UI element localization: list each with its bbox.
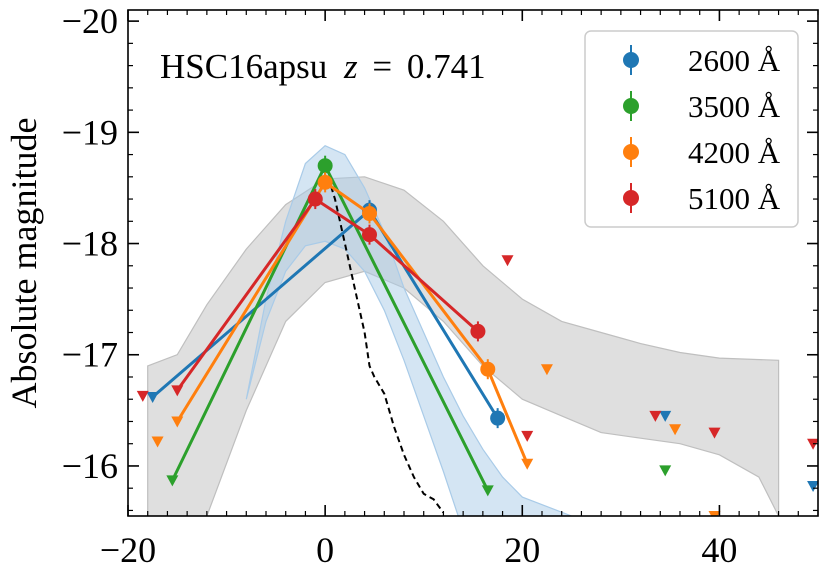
- legend: 2600 Å 3500 Å 4200 Å 5100 Å: [584, 30, 799, 228]
- y-tick-label: −16: [62, 446, 118, 486]
- detection-point: [470, 323, 486, 339]
- legend-entry-2: 3500 Å: [623, 89, 781, 124]
- upper-limit-marker: [708, 427, 721, 439]
- x-tick-label: 20: [504, 530, 540, 570]
- upper-limit-marker: [649, 410, 662, 422]
- series-4: [136, 189, 818, 450]
- legend-marker: [623, 144, 639, 160]
- upper-limit-marker: [171, 416, 184, 428]
- data-series: [136, 155, 818, 516]
- detection-point: [317, 158, 333, 174]
- y-tick-label: −20: [62, 1, 118, 41]
- detection-point: [490, 410, 506, 426]
- plot-frame: [127, 9, 819, 517]
- object-annotation: HSC16apsu z = 0.741: [160, 47, 486, 86]
- equals-sign: =: [372, 47, 392, 86]
- legend-entry-1: 2600 Å: [623, 43, 781, 78]
- x-tick-label: 0: [316, 530, 334, 570]
- object-name: HSC16apsu: [160, 47, 327, 86]
- legend-label: 5100 Å: [688, 181, 781, 216]
- redshift-symbol: z: [343, 47, 358, 86]
- legend-label: 2600 Å: [688, 43, 781, 78]
- y-tick-label: −19: [62, 112, 118, 152]
- upper-limit-marker: [669, 424, 682, 436]
- upper-limit-marker: [659, 410, 672, 422]
- upper-limit-marker: [501, 255, 514, 267]
- detection-point: [307, 191, 323, 207]
- legend-marker: [623, 52, 639, 68]
- legend-entry-3: 4200 Å: [623, 135, 781, 170]
- upper-limit-marker: [146, 392, 159, 404]
- series-2: [166, 155, 672, 497]
- upper-limit-marker: [807, 480, 818, 492]
- upper-limit-marker: [659, 465, 672, 477]
- upper-limit-marker: [151, 436, 164, 448]
- upper-limit-marker: [166, 475, 179, 487]
- legend-marker: [623, 98, 639, 114]
- axes: −20 0 20 40 −16 −17 −18 −19 −20: [62, 1, 819, 570]
- upper-limit-marker: [708, 511, 721, 516]
- detection-point: [362, 227, 377, 243]
- legend-marker: [623, 190, 639, 206]
- detection-point: [480, 361, 496, 377]
- y-axis-label: Absolute magnitude: [4, 118, 44, 409]
- model-curve: [327, 176, 445, 514]
- redshift-value: 0.741: [407, 47, 486, 86]
- legend-label: 3500 Å: [688, 89, 781, 124]
- x-tick-label: 40: [701, 530, 737, 570]
- legend-label: 4200 Å: [688, 135, 781, 170]
- upper-limit-marker: [171, 385, 184, 397]
- model-dashed-line: [327, 176, 445, 514]
- upper-limit-marker: [136, 390, 149, 402]
- series-line: [176, 197, 479, 392]
- series-3: [151, 172, 721, 516]
- y-tick-label: −18: [62, 224, 118, 264]
- upper-limit-marker: [521, 430, 534, 442]
- detection-point: [362, 206, 377, 222]
- x-tick-label: −20: [100, 530, 156, 570]
- y-tick-label: −17: [62, 335, 118, 375]
- legend-box: [584, 30, 799, 228]
- svg-text:HSC16apsu z =: HSC16apsu z = 0.741: [160, 47, 486, 86]
- legend-entry-4: 5100 Å: [623, 181, 781, 216]
- upper-limit-marker: [540, 364, 553, 376]
- upper-limit-marker: [521, 458, 534, 470]
- upper-limit-marker: [807, 438, 818, 450]
- upper-limit-marker: [481, 485, 494, 497]
- detection-point: [317, 174, 333, 190]
